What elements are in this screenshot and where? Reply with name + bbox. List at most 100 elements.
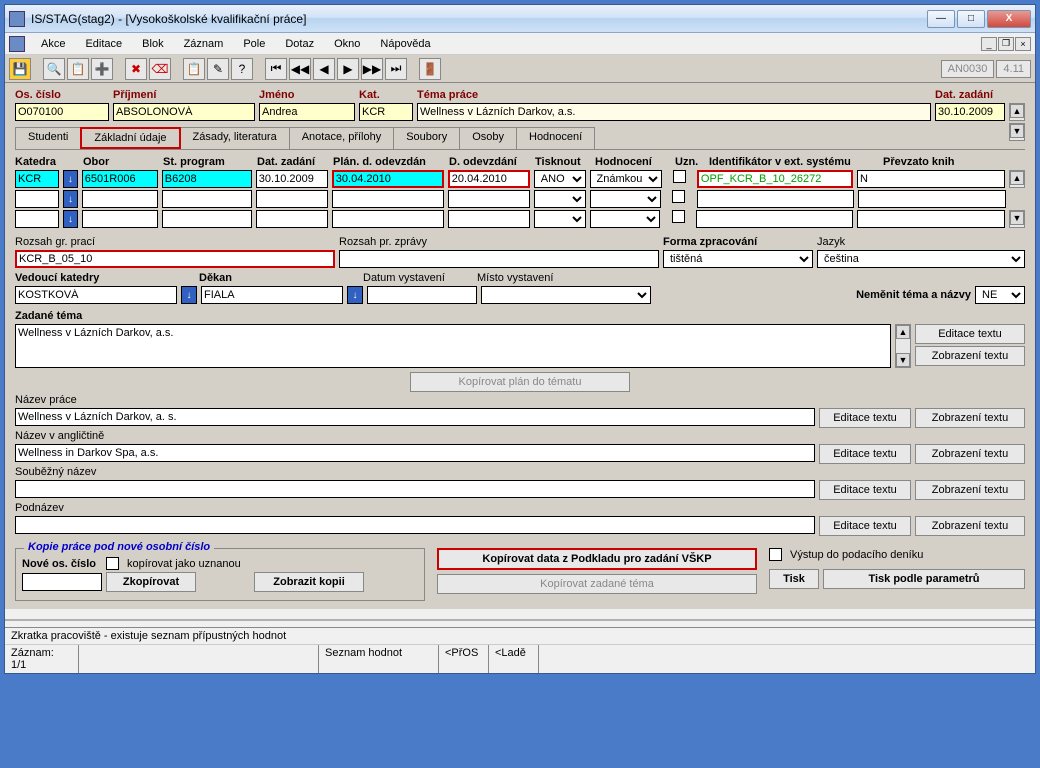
grid-plan-3[interactable] [332,210,444,228]
field-nazev[interactable] [15,408,815,426]
menu-okno[interactable]: Okno [326,36,368,52]
grid-dat-zadani-3[interactable] [256,210,328,228]
field-jmeno[interactable] [259,103,355,121]
field-rozsah-pr[interactable] [339,250,659,268]
grid-obor-2[interactable] [82,190,158,208]
tab-zasady[interactable]: Zásady, literatura [180,127,290,149]
menu-napoveda[interactable]: Nápověda [372,36,438,52]
grid-hodnoceni[interactable]: Známkou [590,170,662,188]
grid-tisknout-3[interactable] [534,210,586,228]
grid-odevzdani-3[interactable] [448,210,530,228]
menu-pole[interactable]: Pole [235,36,273,52]
field-nemenit[interactable]: NE [975,286,1025,304]
field-kat[interactable] [359,103,413,121]
field-vedouci[interactable] [15,286,177,304]
exit-icon[interactable]: 🚪 [419,58,441,80]
grid-prevzato-2[interactable] [858,190,1006,208]
field-jazyk[interactable]: čeština [817,250,1025,268]
grid-uzn-checkbox-3[interactable] [672,210,685,223]
save-icon[interactable]: 💾 [9,58,31,80]
menu-zaznam[interactable]: Záznam [176,36,232,52]
btn-tema-edit[interactable]: Editace textu [915,324,1025,344]
minimize-button[interactable]: — [927,10,955,28]
field-misto-vyst[interactable] [481,286,651,304]
grid-katedra-3[interactable] [15,210,59,228]
list-icon[interactable]: 📋 [67,58,89,80]
grid-plan[interactable] [332,170,444,188]
btn-tema-view[interactable]: Zobrazení textu [915,346,1025,366]
menu-editace[interactable]: Editace [77,36,130,52]
grid-katedra-lookup-2[interactable]: ↓ [63,190,78,208]
btn-soubezny-view[interactable]: Zobrazení textu [915,480,1025,500]
btn-zobrazit-kopii[interactable]: Zobrazit kopii [254,572,364,592]
field-prijmeni[interactable] [113,103,255,121]
mdi-close[interactable]: × [1015,37,1031,51]
header-scroll-up[interactable]: ▲ [1010,104,1024,118]
tema-scroll-down[interactable]: ▼ [896,353,910,367]
menu-akce[interactable]: Akce [33,36,73,52]
btn-copy-plan[interactable]: Kopírovat plán do tématu [410,372,630,392]
clear-icon[interactable]: ⌫ [149,58,171,80]
btn-tisk-param[interactable]: Tisk podle parametrů [823,569,1025,589]
grid-odevzdani-2[interactable] [448,190,530,208]
grid-stprogram-3[interactable] [162,210,252,228]
edit-icon[interactable]: ✎ [207,58,229,80]
field-rozsah-gr[interactable] [15,250,335,268]
grid-katedra-lookup[interactable]: ↓ [63,170,78,188]
btn-kopirovat-podklad[interactable]: Kopírovat data z Podkladu pro zadání VŠK… [437,548,757,570]
grid-katedra-lookup-3[interactable]: ↓ [63,210,78,228]
field-os-cislo[interactable] [15,103,109,121]
checkbox-vystup[interactable] [769,548,782,561]
btn-tisk[interactable]: Tisk [769,569,819,589]
grid-tisknout[interactable]: ANO [534,170,586,188]
grid-hodnoceni-3[interactable] [590,210,660,228]
grid-plan-2[interactable] [332,190,444,208]
first-icon[interactable]: ⏮ [265,58,287,80]
delete-icon[interactable]: ✖ [125,58,147,80]
grid-katedra-2[interactable] [15,190,59,208]
btn-nazev-en-edit[interactable]: Editace textu [819,444,911,464]
checkbox-kopirovat-uznanou[interactable] [106,557,119,570]
field-nazev-en[interactable] [15,444,815,462]
grid-ident-2[interactable] [697,190,855,208]
mdi-restore[interactable]: ❐ [998,37,1014,51]
field-podnazev[interactable] [15,516,815,534]
grid-prevzato[interactable] [857,170,1005,188]
tab-studenti[interactable]: Studenti [15,127,81,149]
grid-dat-zadani[interactable] [256,170,328,188]
btn-soubezny-edit[interactable]: Editace textu [819,480,911,500]
grid-katedra[interactable] [15,170,59,188]
tab-hodnoceni[interactable]: Hodnocení [516,127,595,149]
btn-nazev-en-view[interactable]: Zobrazení textu [915,444,1025,464]
grid-uzn-checkbox[interactable] [673,170,686,183]
field-datum-vyst[interactable] [367,286,477,304]
btn-zkopirovat[interactable]: Zkopírovat [106,572,196,592]
prev-icon[interactable]: ◀ [313,58,335,80]
grid-obor-3[interactable] [82,210,158,228]
grid-scroll-down[interactable]: ▼ [1010,211,1024,225]
field-nove-os[interactable] [22,573,102,591]
tab-soubory[interactable]: Soubory [393,127,460,149]
btn-podnazev-edit[interactable]: Editace textu [819,516,911,536]
btn-kopirovat-tema[interactable]: Kopírovat zadané téma [437,574,757,594]
grid-tisknout-2[interactable] [534,190,586,208]
tab-zakladni-udaje[interactable]: Základní údaje [80,127,180,149]
field-forma[interactable]: tištěná [663,250,813,268]
field-soubezny[interactable] [15,480,815,498]
grid-stprogram-2[interactable] [162,190,252,208]
mdi-minimize[interactable]: _ [981,37,997,51]
field-dat-zadani[interactable] [935,103,1005,121]
last-icon[interactable]: ⏭ [385,58,407,80]
menu-dotaz[interactable]: Dotaz [277,36,322,52]
grid-dat-zadani-2[interactable] [256,190,328,208]
titlebar[interactable]: IS/STAG(stag2) - [Vysokoškolské kvalifik… [5,5,1035,33]
search-icon[interactable]: 🔍 [43,58,65,80]
grid-hodnoceni-2[interactable] [590,190,661,208]
clipboard-icon[interactable]: 📋 [183,58,205,80]
btn-podnazev-view[interactable]: Zobrazení textu [915,516,1025,536]
btn-nazev-edit[interactable]: Editace textu [819,408,911,428]
grid-uzn-checkbox-2[interactable] [672,190,685,203]
grid-odevzdani[interactable] [448,170,530,188]
next-page-icon[interactable]: ▶▶ [361,58,383,80]
tab-anotace[interactable]: Anotace, přílohy [289,127,395,149]
